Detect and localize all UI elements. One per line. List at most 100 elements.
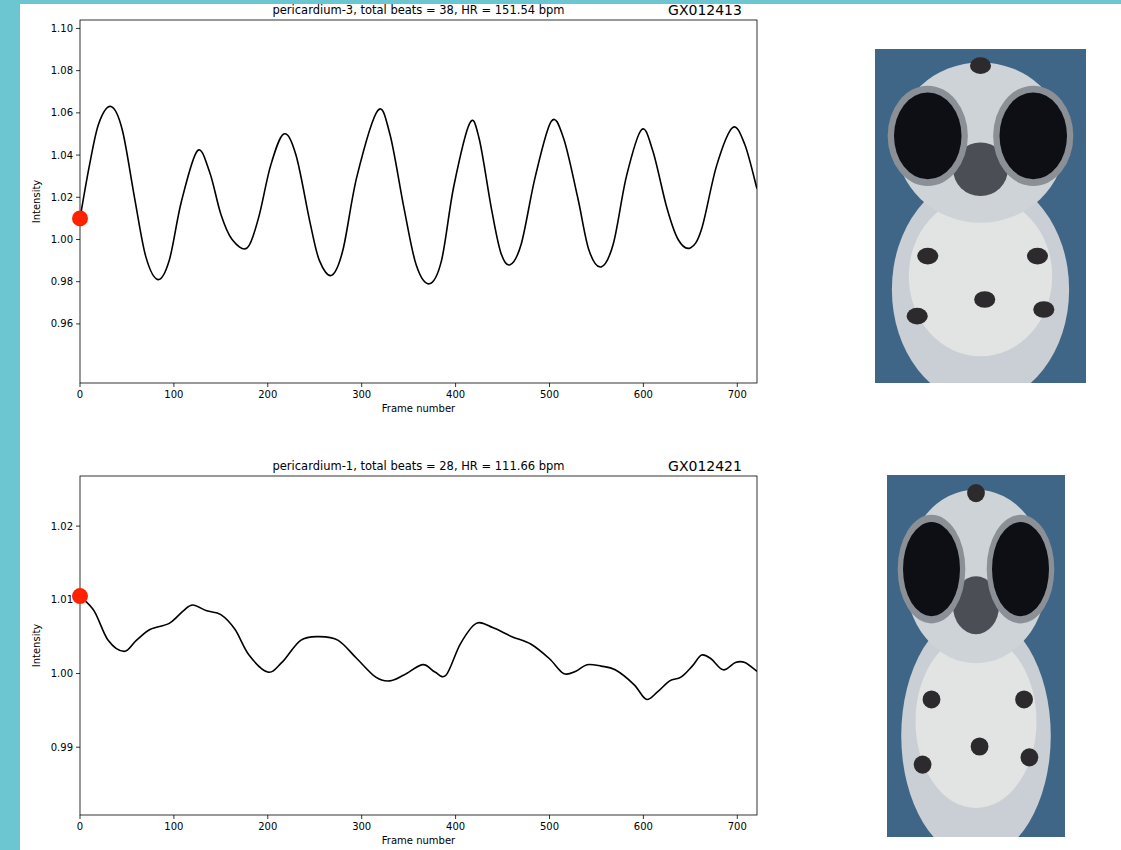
y-tick <box>76 323 80 324</box>
y-tick-label: 0.96 <box>51 318 73 329</box>
x-tick <box>455 383 456 387</box>
video-id: GX012413 <box>668 2 742 18</box>
larva-photo <box>887 475 1065 850</box>
y-tick-label: 1.00 <box>51 668 73 679</box>
y-axis-title: Intensity <box>31 180 42 224</box>
x-tick-label: 100 <box>164 389 183 400</box>
eye-rim <box>987 515 1055 624</box>
pigment-spot <box>974 291 995 308</box>
eye-rim <box>993 86 1073 186</box>
x-tick-label: 200 <box>258 389 277 400</box>
eye-rim <box>898 515 966 624</box>
chart: 0 100 200 300 400 500 600 700 0.96 0.98 1.00 1.02 1.… <box>31 2 757 414</box>
x-tick <box>549 383 550 387</box>
y-tick <box>76 155 80 156</box>
eye <box>903 522 960 616</box>
eye-rim <box>888 86 968 186</box>
y-tick <box>76 281 80 282</box>
video-id: GX012421 <box>668 458 742 474</box>
pigment-spot <box>1033 301 1054 318</box>
x-tick-label: 700 <box>728 389 747 400</box>
y-tick-label: 1.10 <box>51 23 73 34</box>
x-tick <box>173 815 174 819</box>
pigment-spot <box>1021 748 1039 766</box>
x-tick <box>361 815 362 819</box>
x-tick-label: 0 <box>77 821 83 832</box>
x-tick-label: 100 <box>164 821 183 832</box>
x-axis-title: Frame number <box>382 403 456 414</box>
x-tick <box>737 815 738 819</box>
x-tick-label: 600 <box>634 389 653 400</box>
x-tick-label: 500 <box>540 821 559 832</box>
larva-photo <box>875 49 1086 403</box>
x-tick <box>267 815 268 819</box>
pigment-spot <box>967 484 985 502</box>
pigment-spot <box>970 57 991 74</box>
x-tick <box>80 383 81 387</box>
x-tick <box>737 383 738 387</box>
x-tick-label: 600 <box>634 821 653 832</box>
x-tick-label: 300 <box>352 821 371 832</box>
x-tick <box>643 815 644 819</box>
chart-title: pericardium-3, total beats = 38, HR = 15… <box>272 3 564 17</box>
eye <box>999 92 1067 179</box>
y-tick <box>76 673 80 674</box>
y-tick-label: 0.98 <box>51 276 73 287</box>
current-frame-dot <box>72 210 88 226</box>
y-tick-label: 1.06 <box>51 107 73 118</box>
photo-content <box>887 475 1065 837</box>
pigment-spot <box>923 690 941 708</box>
y-tick-label: 0.99 <box>51 742 73 753</box>
photo-content <box>875 49 1086 383</box>
intensity-line <box>80 106 757 283</box>
x-tick <box>173 383 174 387</box>
y-tick <box>76 28 80 29</box>
y-tick-label: 1.00 <box>51 234 73 245</box>
x-tick-label: 200 <box>258 821 277 832</box>
chart: 0 100 200 300 400 500 600 700 0.99 1.00 1.01 1.02 pe… <box>31 458 757 846</box>
plot-area <box>80 106 757 283</box>
x-tick <box>267 383 268 387</box>
x-tick <box>80 815 81 819</box>
y-tick <box>76 747 80 748</box>
pigment-spot <box>907 308 928 325</box>
eye <box>894 92 962 179</box>
x-tick <box>549 815 550 819</box>
y-tick <box>76 239 80 240</box>
slide-background <box>0 0 1121 850</box>
x-tick-label: 0 <box>77 389 83 400</box>
y-axis-title: Intensity <box>31 624 42 668</box>
plot-frame <box>80 20 757 383</box>
x-tick-label: 700 <box>728 821 747 832</box>
y-tick-label: 1.02 <box>51 192 73 203</box>
y-tick <box>76 197 80 198</box>
page: 0 100 200 300 400 500 600 700 0.96 0.98 1.00 1.02 1.… <box>0 0 1121 850</box>
x-tick-label: 300 <box>352 389 371 400</box>
current-frame-dot <box>72 588 88 604</box>
y-tick-label: 1.08 <box>51 65 73 76</box>
pigment-spot <box>914 756 932 774</box>
y-tick <box>76 112 80 113</box>
x-tick-label: 500 <box>540 389 559 400</box>
pigment-spot <box>1015 690 1033 708</box>
y-tick-label: 1.01 <box>51 594 73 605</box>
pigment-spot <box>971 737 989 755</box>
eye <box>992 522 1049 616</box>
plot-frame <box>80 476 757 815</box>
chart-title: pericardium-1, total beats = 28, HR = 11… <box>272 459 564 473</box>
pigment-spot <box>1027 248 1048 265</box>
x-tick-label: 400 <box>446 821 465 832</box>
x-tick <box>361 383 362 387</box>
intensity-line <box>80 596 757 699</box>
plot-area <box>80 596 757 699</box>
y-tick-label: 1.04 <box>51 150 73 161</box>
x-tick <box>643 383 644 387</box>
y-tick <box>76 526 80 527</box>
pigment-spot <box>917 248 938 265</box>
x-axis-title: Frame number <box>382 835 456 846</box>
x-tick-label: 400 <box>446 389 465 400</box>
y-tick-label: 1.02 <box>51 521 73 532</box>
content-background <box>20 4 1121 850</box>
y-tick <box>76 70 80 71</box>
x-tick <box>455 815 456 819</box>
